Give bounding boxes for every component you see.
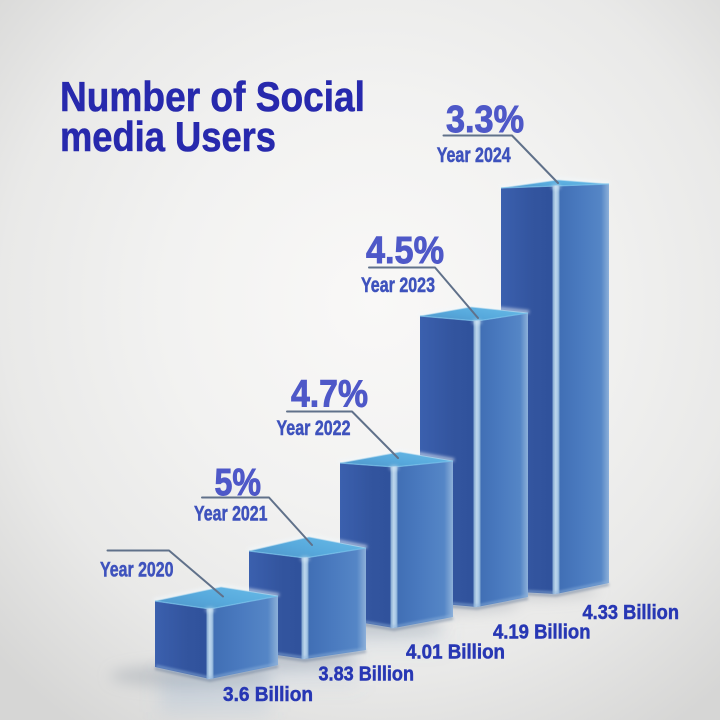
svg-text:4.7%: 4.7% (291, 374, 368, 416)
svg-text:3.6 Billion: 3.6 Billion (223, 683, 313, 706)
svg-text:4.5%: 4.5% (366, 230, 444, 272)
svg-text:Year 2022: Year 2022 (277, 417, 351, 440)
svg-text:4.33 Billion: 4.33 Billion (583, 601, 680, 624)
svg-text:5%: 5% (215, 462, 262, 504)
svg-text:Year 2020: Year 2020 (100, 559, 174, 582)
svg-text:Year 2024: Year 2024 (437, 144, 511, 167)
svg-text:media Users: media Users (60, 113, 276, 160)
svg-text:Year 2021: Year 2021 (194, 503, 268, 526)
svg-text:4.01 Billion: 4.01 Billion (406, 641, 505, 664)
svg-text:3.3%: 3.3% (446, 99, 524, 141)
svg-text:Number of Social: Number of Social (60, 73, 365, 120)
svg-text:4.19 Billion: 4.19 Billion (493, 621, 591, 644)
svg-text:Year 2023: Year 2023 (361, 274, 435, 297)
svg-text:3.83 Billion: 3.83 Billion (319, 663, 415, 686)
